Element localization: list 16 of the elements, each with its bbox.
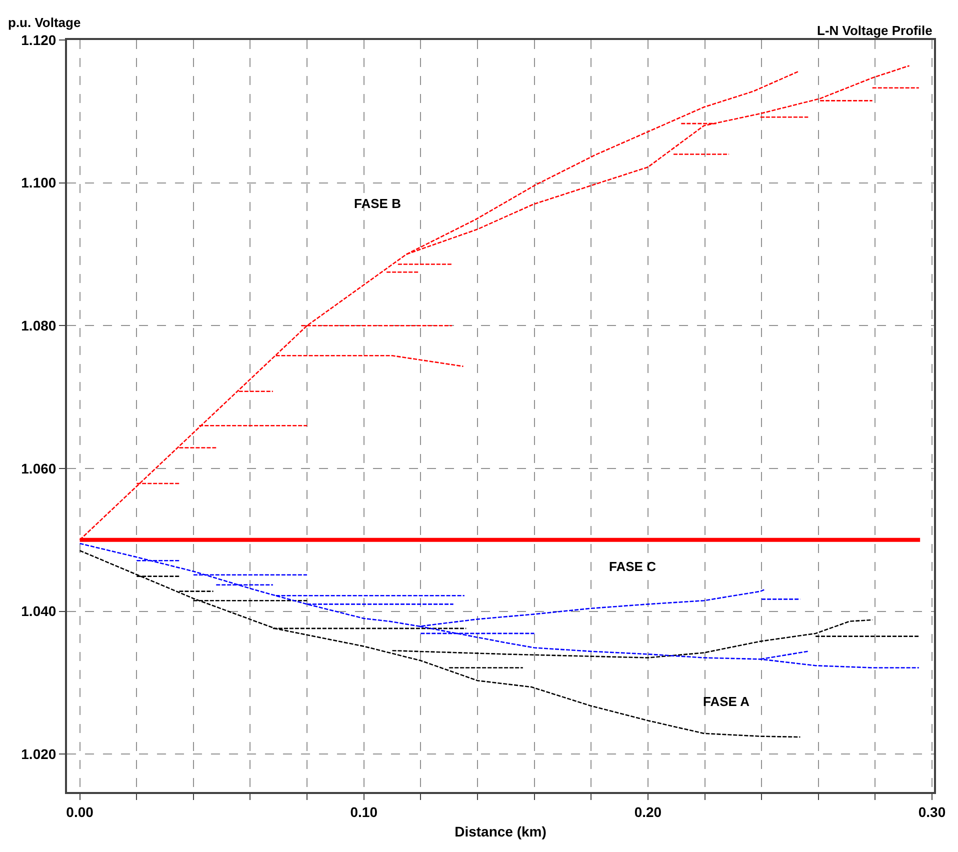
y-tick-label: 1.040: [21, 603, 56, 620]
y-tick-label: 1.100: [21, 174, 56, 191]
chart-title: L-N Voltage Profile: [817, 23, 932, 38]
annotation: FASE B: [354, 196, 401, 211]
y-axis-title: p.u. Voltage: [8, 15, 81, 30]
annotation: FASE A: [703, 694, 750, 709]
x-tick-label: 0.30: [918, 804, 946, 820]
x-axis-title: Distance (km): [454, 824, 546, 840]
y-tick-label: 1.120: [21, 32, 56, 48]
y-tick-label: 1.020: [21, 746, 56, 762]
y-tick-label: 1.060: [21, 460, 56, 476]
y-tick-label: 1.080: [21, 318, 56, 334]
x-tick-label: 0.00: [66, 804, 94, 820]
annotation: FASE C: [609, 559, 657, 574]
x-tick-label: 0.10: [350, 804, 378, 820]
x-tick-label: 0.20: [634, 804, 662, 820]
